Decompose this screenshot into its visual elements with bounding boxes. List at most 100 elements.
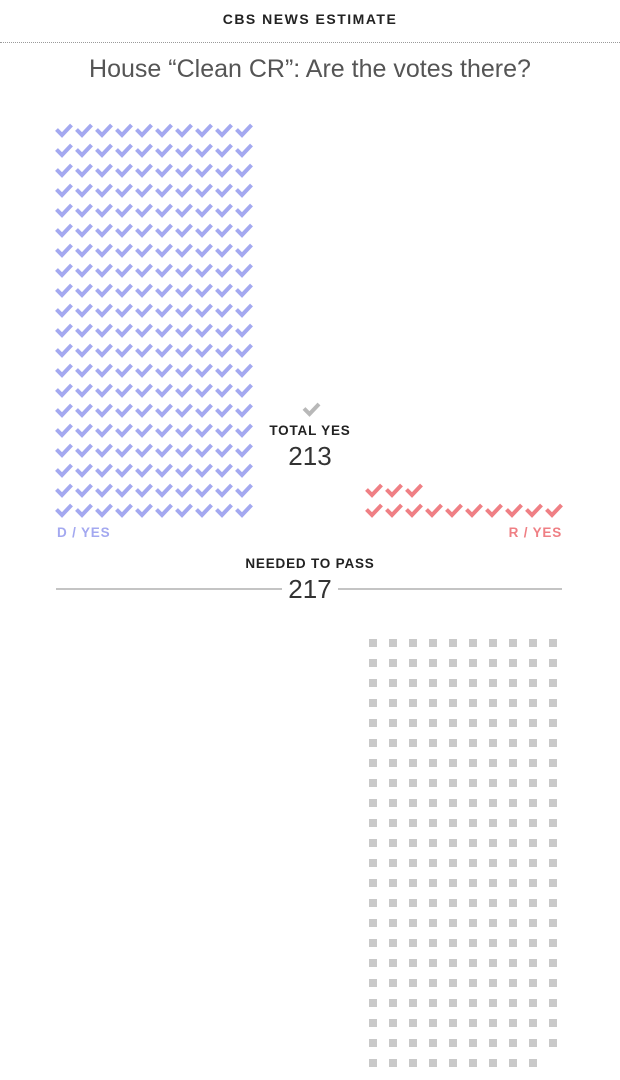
remaining-vote-square xyxy=(529,839,537,847)
d-yes-vote-mark xyxy=(55,243,73,258)
remaining-vote-square xyxy=(449,639,457,647)
remaining-vote-square xyxy=(469,639,477,647)
remaining-vote-square xyxy=(509,839,517,847)
remaining-vote-square xyxy=(429,879,437,887)
d-yes-vote-mark xyxy=(135,163,153,178)
d-yes-vote-mark xyxy=(95,203,113,218)
remaining-vote-square xyxy=(449,799,457,807)
remaining-vote-square xyxy=(489,759,497,767)
d-yes-label: D / YES xyxy=(57,525,110,540)
remaining-vote-square xyxy=(409,859,417,867)
remaining-vote-square xyxy=(389,939,397,947)
d-yes-vote-mark xyxy=(135,243,153,258)
remaining-vote-square xyxy=(409,759,417,767)
remaining-vote-square xyxy=(469,679,477,687)
r-yes-vote-mark xyxy=(385,483,403,498)
d-yes-vote-mark xyxy=(75,363,93,378)
remaining-vote-square xyxy=(449,819,457,827)
remaining-vote-square xyxy=(409,739,417,747)
d-yes-vote-mark xyxy=(75,323,93,338)
remaining-vote-square xyxy=(469,819,477,827)
remaining-vote-square xyxy=(529,1039,537,1047)
remaining-vote-square xyxy=(449,899,457,907)
remaining-vote-square xyxy=(509,779,517,787)
remaining-vote-square xyxy=(529,899,537,907)
d-yes-vote-mark xyxy=(75,283,93,298)
remaining-vote-square xyxy=(389,739,397,747)
remaining-vote-square xyxy=(369,1019,377,1027)
remaining-vote-square xyxy=(549,679,557,687)
d-yes-vote-mark xyxy=(95,223,113,238)
d-yes-vote-mark xyxy=(135,343,153,358)
remaining-vote-square xyxy=(529,719,537,727)
remaining-vote-square xyxy=(449,859,457,867)
d-yes-vote-mark xyxy=(195,163,213,178)
d-yes-vote-mark xyxy=(135,123,153,138)
d-yes-vote-mark xyxy=(95,283,113,298)
d-yes-vote-mark xyxy=(115,443,133,458)
d-yes-vote-mark xyxy=(155,143,173,158)
d-yes-vote-mark xyxy=(95,163,113,178)
remaining-vote-square xyxy=(389,1039,397,1047)
remaining-vote-square xyxy=(369,639,377,647)
d-yes-vote-mark xyxy=(55,283,73,298)
remaining-vote-square xyxy=(469,879,477,887)
d-yes-vote-mark xyxy=(75,303,93,318)
d-yes-vote-mark xyxy=(95,383,113,398)
remaining-vote-square xyxy=(489,739,497,747)
remaining-vote-square xyxy=(389,999,397,1007)
remaining-vote-square xyxy=(509,799,517,807)
remaining-vote-square xyxy=(469,899,477,907)
d-yes-vote-mark xyxy=(175,323,193,338)
remaining-vote-square xyxy=(529,1019,537,1027)
d-yes-vote-mark xyxy=(55,403,73,418)
header-divider xyxy=(0,42,620,43)
remaining-vote-square xyxy=(509,879,517,887)
d-yes-vote-mark xyxy=(55,183,73,198)
remaining-vote-square xyxy=(429,779,437,787)
remaining-vote-square xyxy=(549,639,557,647)
r-yes-vote-mark xyxy=(365,503,383,518)
d-yes-vote-mark xyxy=(95,363,113,378)
d-yes-vote-mark xyxy=(175,503,193,518)
remaining-vote-square xyxy=(509,919,517,927)
d-yes-vote-mark xyxy=(195,303,213,318)
r-yes-vote-mark xyxy=(445,503,463,518)
remaining-vote-square xyxy=(369,999,377,1007)
d-yes-vote-mark xyxy=(115,423,133,438)
d-yes-vote-mark xyxy=(75,383,93,398)
remaining-vote-square xyxy=(429,739,437,747)
d-yes-vote-mark xyxy=(115,123,133,138)
remaining-vote-square xyxy=(409,999,417,1007)
remaining-vote-square xyxy=(509,939,517,947)
d-yes-vote-mark xyxy=(55,223,73,238)
remaining-vote-square xyxy=(549,699,557,707)
remaining-vote-square xyxy=(389,799,397,807)
d-yes-vote-mark xyxy=(75,343,93,358)
d-yes-vote-mark xyxy=(215,283,233,298)
total-yes-check-icon xyxy=(302,402,321,417)
d-yes-vote-mark xyxy=(135,263,153,278)
d-yes-vote-mark xyxy=(135,443,153,458)
d-yes-vote-mark xyxy=(235,423,253,438)
remaining-vote-square xyxy=(389,699,397,707)
remaining-vote-square xyxy=(469,719,477,727)
remaining-vote-square xyxy=(529,919,537,927)
remaining-vote-square xyxy=(489,679,497,687)
d-yes-vote-mark xyxy=(95,423,113,438)
remaining-vote-square xyxy=(549,779,557,787)
remaining-vote-square xyxy=(489,799,497,807)
d-yes-vote-mark xyxy=(55,343,73,358)
d-yes-vote-mark xyxy=(155,223,173,238)
remaining-vote-square xyxy=(549,859,557,867)
remaining-vote-square xyxy=(449,679,457,687)
d-yes-vote-mark xyxy=(115,163,133,178)
d-yes-vote-mark xyxy=(135,423,153,438)
remaining-vote-square xyxy=(489,879,497,887)
remaining-vote-square xyxy=(409,639,417,647)
d-yes-vote-mark xyxy=(135,183,153,198)
remaining-vote-square xyxy=(369,659,377,667)
remaining-vote-square xyxy=(549,839,557,847)
d-yes-vote-mark xyxy=(195,123,213,138)
